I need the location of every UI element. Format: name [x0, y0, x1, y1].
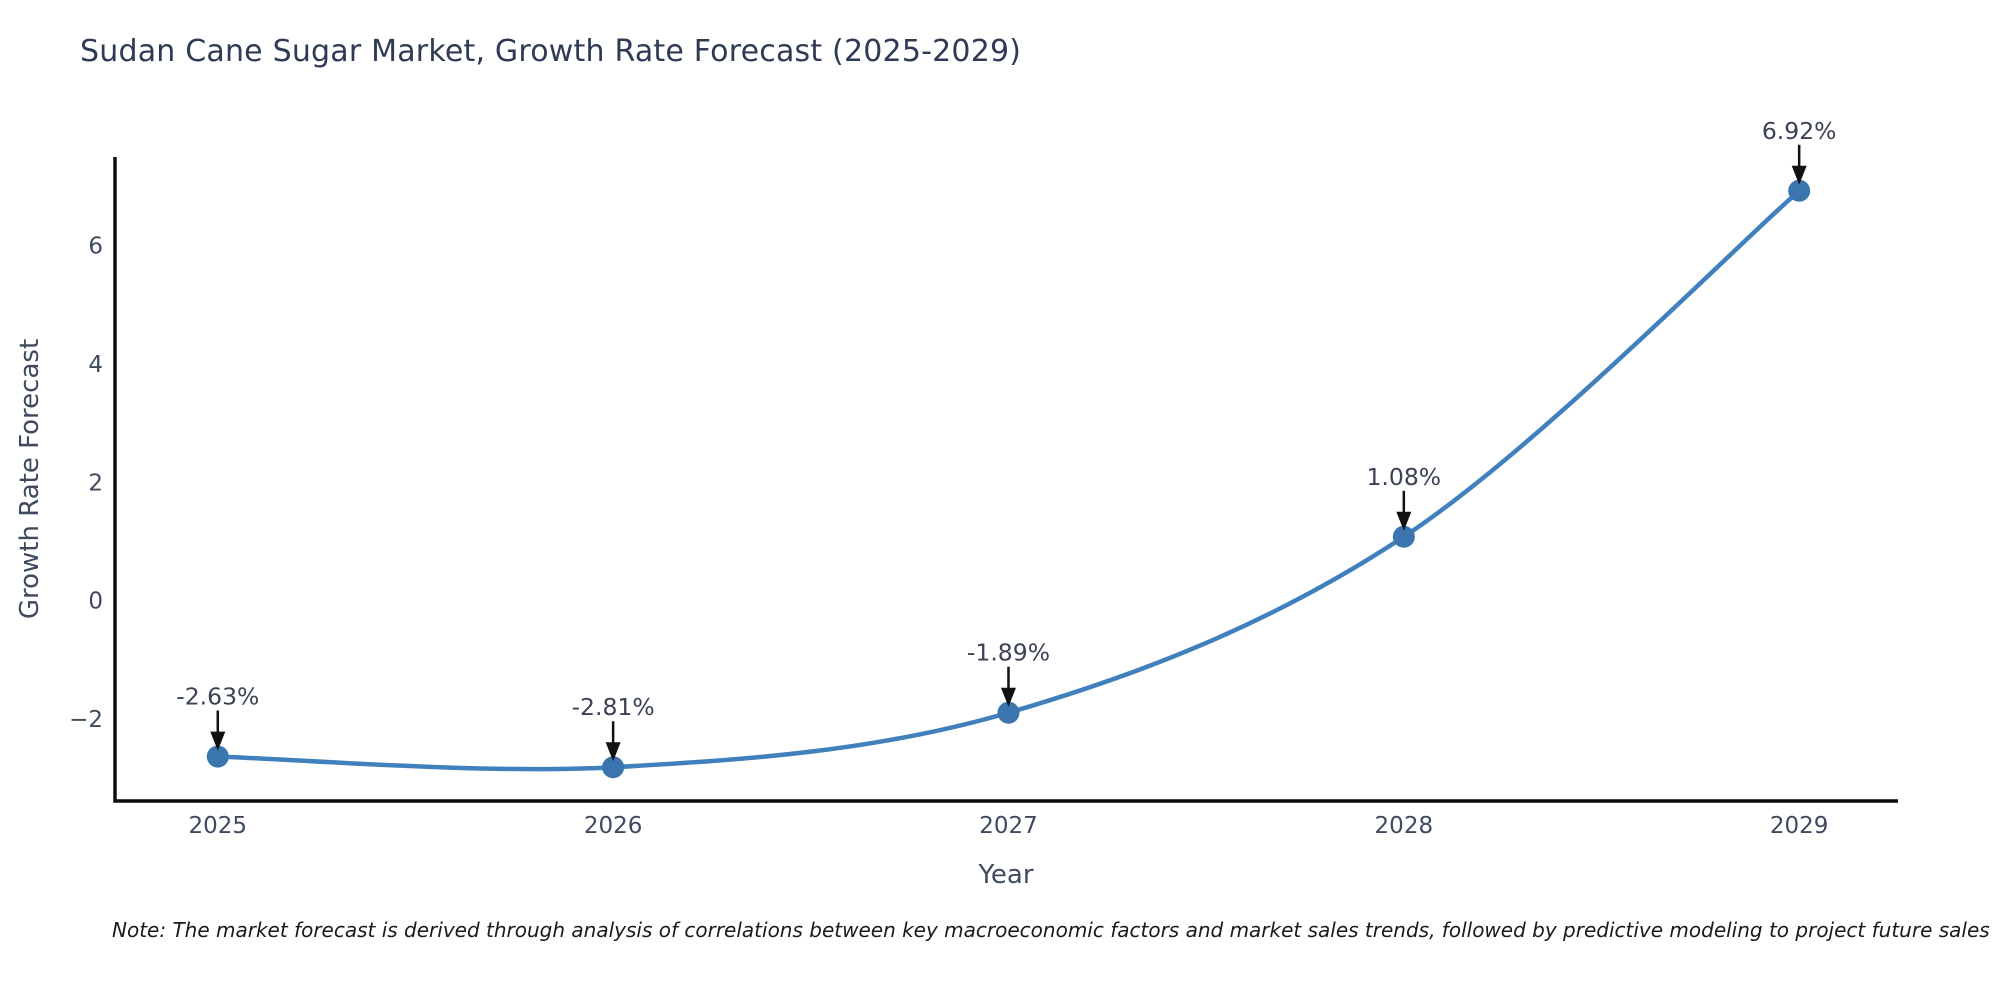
footnote: Note: The market forecast is derived thr… [112, 918, 1990, 942]
x-tick-label: 2027 [979, 813, 1038, 839]
annotation-arrowhead [210, 731, 226, 751]
annotation-arrowhead [1396, 511, 1412, 531]
x-axis-label: Year [978, 860, 1034, 890]
data-point-marker [206, 745, 229, 768]
x-tick-label: 2029 [1770, 813, 1829, 839]
chart-title: Sudan Cane Sugar Market, Growth Rate For… [80, 34, 1022, 69]
data-point-marker [1392, 525, 1415, 548]
data-point-marker [1788, 179, 1811, 202]
x-tick-label: 2026 [584, 813, 643, 839]
data-point-label: 1.08% [1366, 463, 1441, 491]
data-point-label: -2.81% [572, 693, 655, 721]
x-tick-label: 2025 [189, 813, 248, 839]
y-tick-label: 2 [88, 470, 103, 496]
y-tick-label: −2 [69, 707, 103, 733]
annotation-arrowhead [1791, 165, 1807, 185]
y-tick-label: 4 [88, 352, 103, 378]
y-axis-label: Growth Rate Forecast [15, 338, 45, 620]
x-tick-label: 2028 [1375, 813, 1434, 839]
y-tick-label: 0 [88, 589, 103, 615]
data-point-label: 6.92% [1762, 117, 1837, 145]
data-point-label: -2.63% [176, 683, 259, 711]
annotation-arrowhead [605, 742, 621, 762]
data-point-label: -1.89% [967, 639, 1050, 667]
data-point-marker [602, 756, 625, 779]
data-point-marker [997, 701, 1020, 724]
annotation-arrowhead [1000, 687, 1016, 707]
y-tick-label: 6 [88, 233, 103, 259]
axis-spines [113, 157, 1898, 803]
